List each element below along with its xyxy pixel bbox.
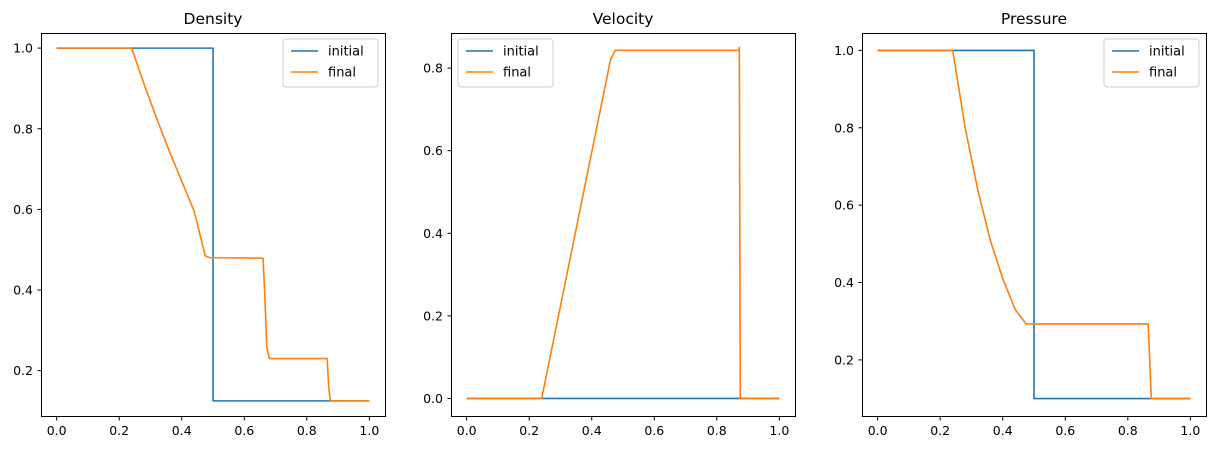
velocity-line-final <box>466 46 780 400</box>
velocity-marks: 0.0 0.2 0.4 0.6 0.8 1.0 0.0 0.2 0.4 0.6 0.8 initial… <box>423 33 796 438</box>
pressure-ytick-label: 0.8 <box>834 120 854 135</box>
velocity-legend-label-final: final <box>503 66 531 81</box>
velocity-xtick-label: 0.2 <box>519 423 539 438</box>
velocity-ytick-label: 0.6 <box>423 143 443 158</box>
velocity-xtick-label: 0.6 <box>644 423 664 438</box>
density-axes-frame <box>41 33 386 417</box>
density-legend-label-initial: initial <box>328 45 364 60</box>
density-ytick-label: 0.2 <box>13 363 33 378</box>
pressure-ytick-label: 1.0 <box>834 43 854 58</box>
velocity-legend-label-initial: initial <box>503 45 539 60</box>
velocity-ytick-label: 0.4 <box>423 226 443 241</box>
density-ytick-label: 1.0 <box>13 41 33 56</box>
velocity-ytick-label: 0.2 <box>423 308 443 323</box>
velocity-xtick-label: 0.8 <box>707 423 727 438</box>
density-ytick-label: 0.6 <box>13 202 33 217</box>
density-line-final <box>56 47 370 402</box>
velocity-xtick-label: 0.0 <box>457 423 477 438</box>
pressure-panel: Pressure 0.0 0.2 0.4 0.6 0.8 1.0 0.2 0.4 0.6 0.8 1… <box>834 10 1207 438</box>
density-legend-label-final: final <box>328 66 356 81</box>
pressure-xtick-label: 0.0 <box>868 423 888 438</box>
density-xtick-label: 0.6 <box>234 423 254 438</box>
velocity-xtick-label: 0.4 <box>582 423 602 438</box>
density-marks: 0.0 0.2 0.4 0.6 0.8 1.0 0.2 0.4 0.6 0.8 1.0 initial… <box>13 33 386 438</box>
pressure-title: Pressure <box>1001 10 1067 28</box>
pressure-xtick-label: 0.8 <box>1118 423 1138 438</box>
density-xtick-label: 1.0 <box>359 423 379 438</box>
pressure-line-initial <box>877 49 1191 400</box>
pressure-legend-label-initial: initial <box>1149 45 1185 60</box>
velocity-axes-frame <box>451 33 796 417</box>
pressure-ytick-label: 0.6 <box>834 198 854 213</box>
density-xtick-label: 0.2 <box>109 423 129 438</box>
pressure-legend: initial final <box>1103 38 1200 88</box>
pressure-xtick-label: 0.6 <box>1055 423 1075 438</box>
pressure-ytick-label: 0.2 <box>834 352 854 367</box>
pressure-xtick-label: 0.2 <box>930 423 950 438</box>
pressure-xtick-label: 0.4 <box>993 423 1013 438</box>
pressure-axes-frame <box>862 33 1207 417</box>
velocity-panel: Velocity 0.0 0.2 0.4 0.6 0.8 1.00.00.20.40.60… <box>423 10 796 438</box>
density-line-initial <box>56 47 370 402</box>
density-xtick-label: 0.8 <box>297 423 317 438</box>
pressure-ytick-label: 0.4 <box>834 275 854 290</box>
density-legend: initial final <box>282 38 379 88</box>
velocity-title: Velocity <box>593 10 654 28</box>
density-xtick-label: 0.0 <box>47 423 67 438</box>
density-title: Density <box>184 10 243 28</box>
velocity-legend: initial final <box>457 38 554 88</box>
density-xtick-label: 0.4 <box>172 423 192 438</box>
pressure-line-final <box>877 49 1191 400</box>
pressure-marks: 0.0 0.2 0.4 0.6 0.8 1.0 0.2 0.4 0.6 0.8 1.0 initial… <box>834 33 1207 438</box>
pressure-legend-label-final: final <box>1149 66 1177 81</box>
density-panel: Density 0.0 0.2 0.4 0.6 0.8 1.0 0.2 0.4 0.6 0.8 1.… <box>13 10 386 438</box>
velocity-ytick-label: 0.8 <box>423 61 443 76</box>
pressure-xtick-label: 1.0 <box>1180 423 1200 438</box>
velocity-xtick-label: 1.0 <box>769 423 789 438</box>
density-ytick-label: 0.4 <box>13 283 33 298</box>
density-ytick-label: 0.8 <box>13 121 33 136</box>
velocity-ytick-label: 0.0 <box>423 391 443 406</box>
